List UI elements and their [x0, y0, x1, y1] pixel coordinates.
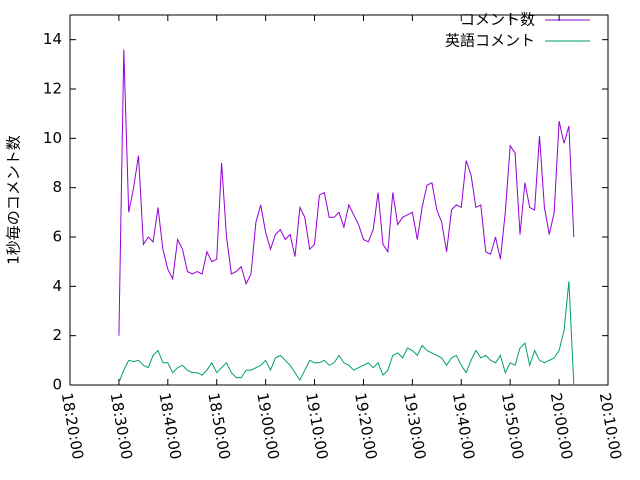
x-tick-label: 20:10:00 — [596, 391, 625, 460]
x-tick-label: 18:50:00 — [204, 391, 233, 460]
y-tick-label: 14 — [43, 30, 62, 48]
y-tick-label: 6 — [52, 228, 62, 246]
series-line — [118, 49, 575, 336]
y-tick-label: 0 — [52, 376, 62, 394]
plot-border — [69, 14, 609, 386]
x-tick-label: 19:10:00 — [302, 391, 331, 460]
x-tick-label: 19:20:00 — [351, 391, 380, 460]
y-tick-label: 10 — [43, 129, 62, 147]
y-tick-label: 4 — [52, 277, 62, 295]
x-tick-label: 19:50:00 — [498, 391, 527, 460]
x-tick-label: 19:40:00 — [449, 391, 478, 460]
x-tick-label: 18:40:00 — [155, 391, 184, 460]
x-tick-label: 18:20:00 — [58, 391, 87, 460]
y-tick-label: 12 — [43, 80, 62, 98]
y-axis-label: 1秒毎のコメント数 — [5, 135, 23, 265]
x-tick-label: 20:00:00 — [547, 391, 576, 460]
y-tick-label: 8 — [52, 178, 62, 196]
y-tick-label: 2 — [52, 326, 62, 344]
x-tick-label: 19:00:00 — [253, 391, 282, 460]
series-line — [118, 281, 575, 386]
legend-label: コメント数 — [460, 11, 535, 29]
x-tick-label: 18:30:00 — [107, 391, 136, 460]
legend-label: 英語コメント — [445, 32, 535, 50]
x-tick-label: 19:30:00 — [400, 391, 429, 460]
